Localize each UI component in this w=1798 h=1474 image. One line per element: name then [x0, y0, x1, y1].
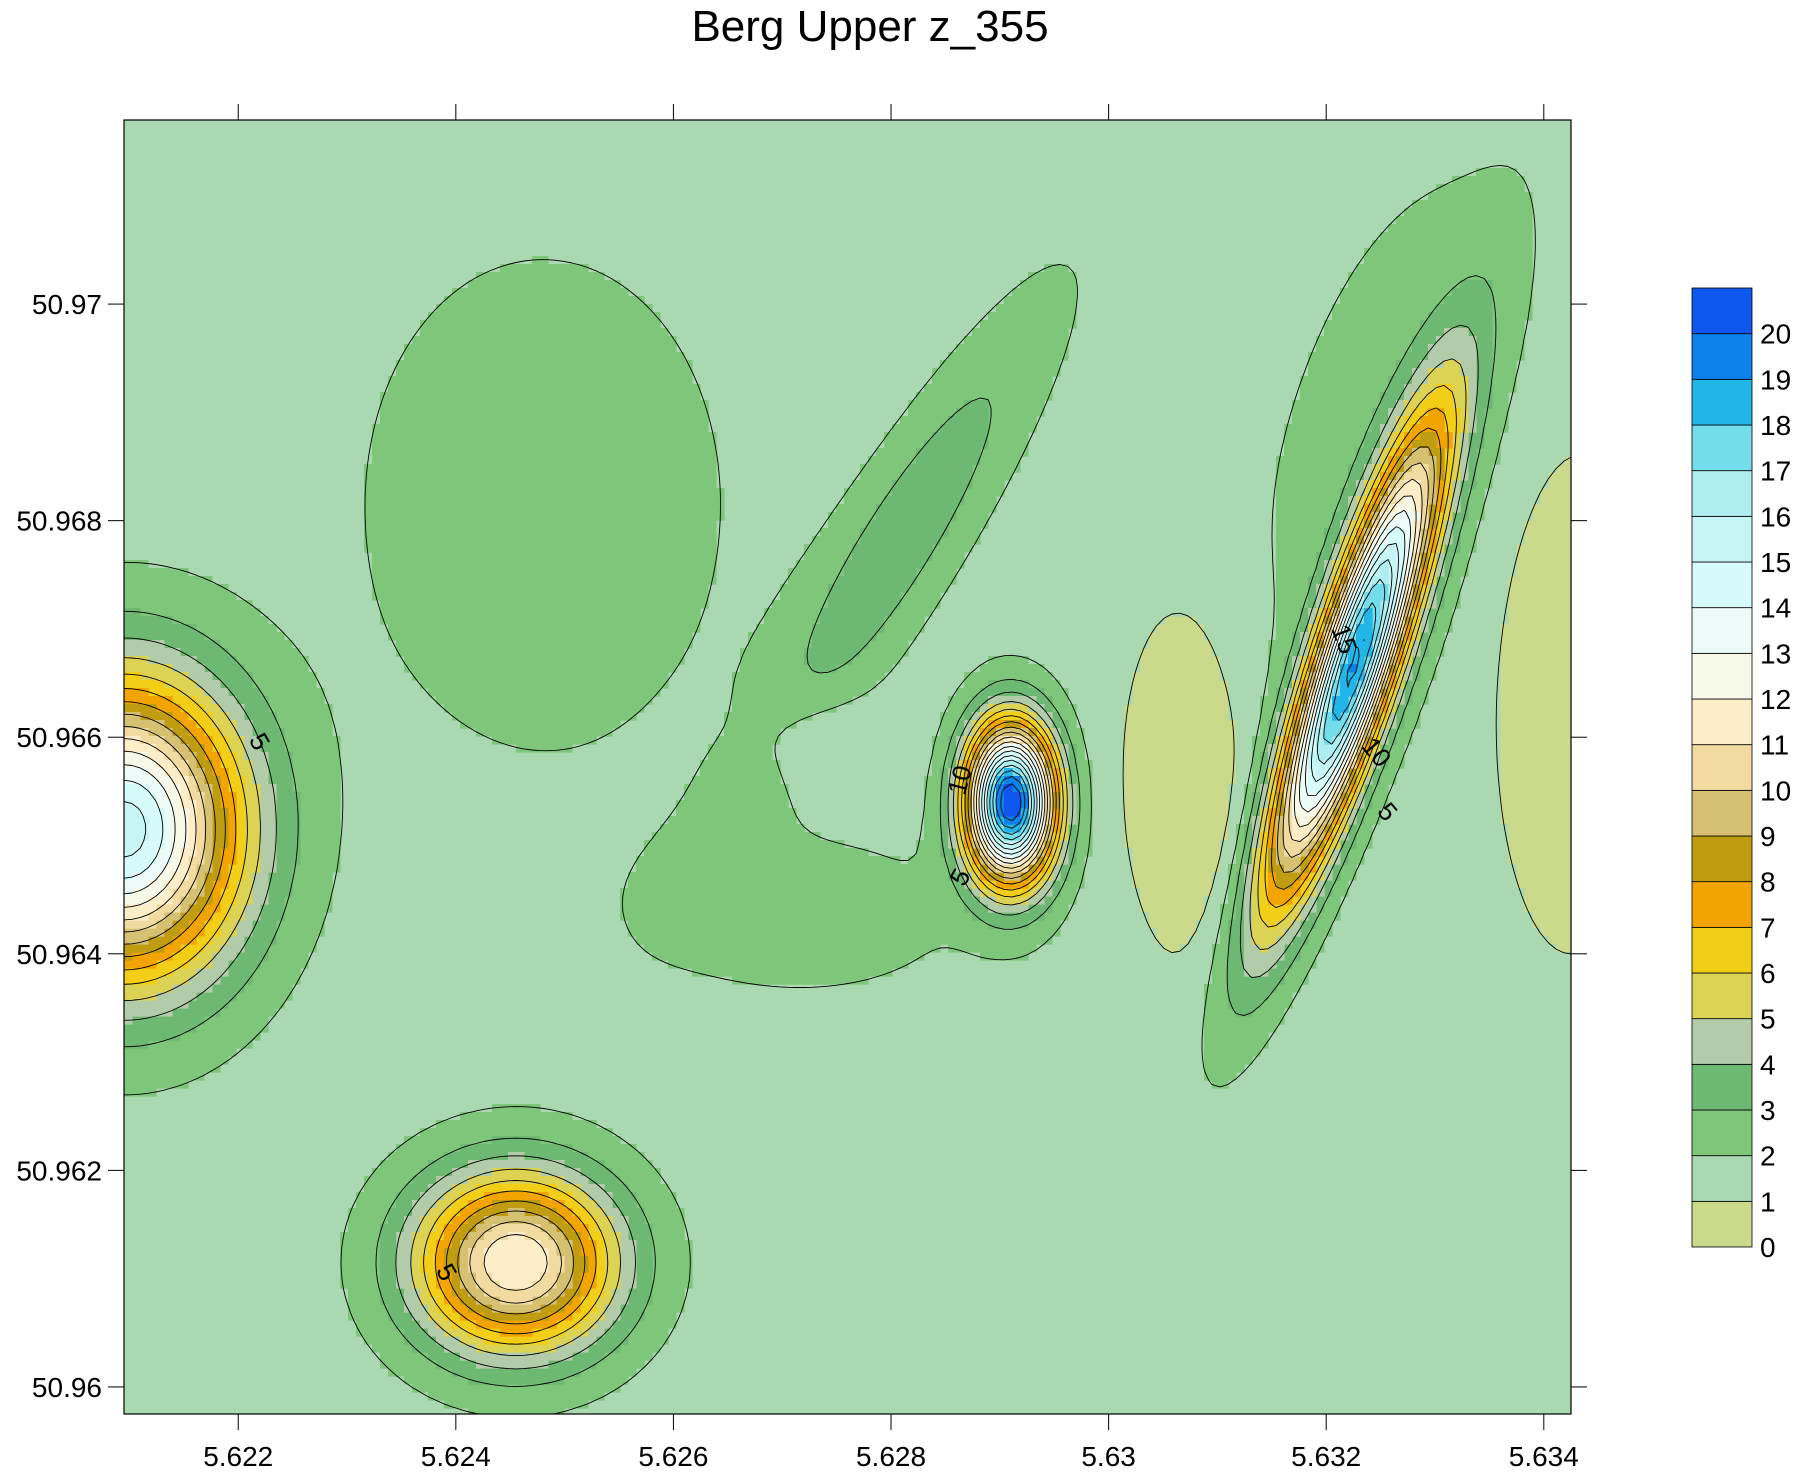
contour-band-2 [124, 168, 1533, 1414]
y-tick-label: 50.966 [16, 722, 102, 753]
contour-line-13 [124, 509, 1411, 895]
chart-title: Berg Upper z_355 [691, 2, 1049, 51]
x-tick-label: 5.624 [421, 1441, 491, 1472]
y-tick-label: 50.97 [32, 289, 102, 320]
x-tick-label: 5.622 [203, 1441, 273, 1472]
contour-line-15 [124, 542, 1399, 858]
contour-line-11 [124, 478, 1423, 1291]
y-tick-label: 50.964 [16, 939, 102, 970]
contour-band-1 [124, 120, 1571, 1414]
x-tick-label: 5.634 [1509, 1441, 1579, 1472]
y-tick-label: 50.962 [16, 1155, 102, 1186]
contour-line-4 [124, 324, 1479, 1370]
contour-line-1 [1122, 456, 1571, 955]
contour-line-17 [989, 578, 1386, 841]
y-tick-label: 50.96 [32, 1372, 102, 1403]
contour-line-6 [124, 384, 1457, 1345]
x-tick-label: 5.63 [1081, 1441, 1136, 1472]
contour-line-2 [124, 164, 1536, 1414]
contour-line-5 [124, 358, 1467, 1357]
contour-line-10 [124, 462, 1429, 1304]
x-tick-label: 5.626 [638, 1441, 708, 1472]
contour-line-16 [986, 559, 1393, 846]
contour-line-12 [124, 495, 1417, 908]
contour-line-3 [124, 275, 1497, 1387]
x-tick-label: 5.632 [1291, 1441, 1361, 1472]
contour-band-20 [1004, 784, 1021, 817]
contour-line-19 [995, 639, 1365, 829]
contour-field [124, 120, 1571, 1414]
y-tick-label: 50.968 [16, 506, 102, 537]
contour-band-0 [1124, 456, 1571, 953]
contour-line-9 [124, 446, 1435, 1315]
plot-frame [123, 119, 1572, 1415]
axes: 5.622 5.624 5.626 5.628 5.63 5.632 5.634 50.96 5… [16, 104, 1587, 1472]
contour-line-20 [1000, 783, 1022, 822]
contour-line-8 [124, 427, 1442, 1325]
contour-line-14 [124, 526, 1406, 879]
x-tick-label: 5.628 [856, 1441, 926, 1472]
contour-line-18 [992, 602, 1377, 835]
contour-line-7 [124, 407, 1449, 1335]
